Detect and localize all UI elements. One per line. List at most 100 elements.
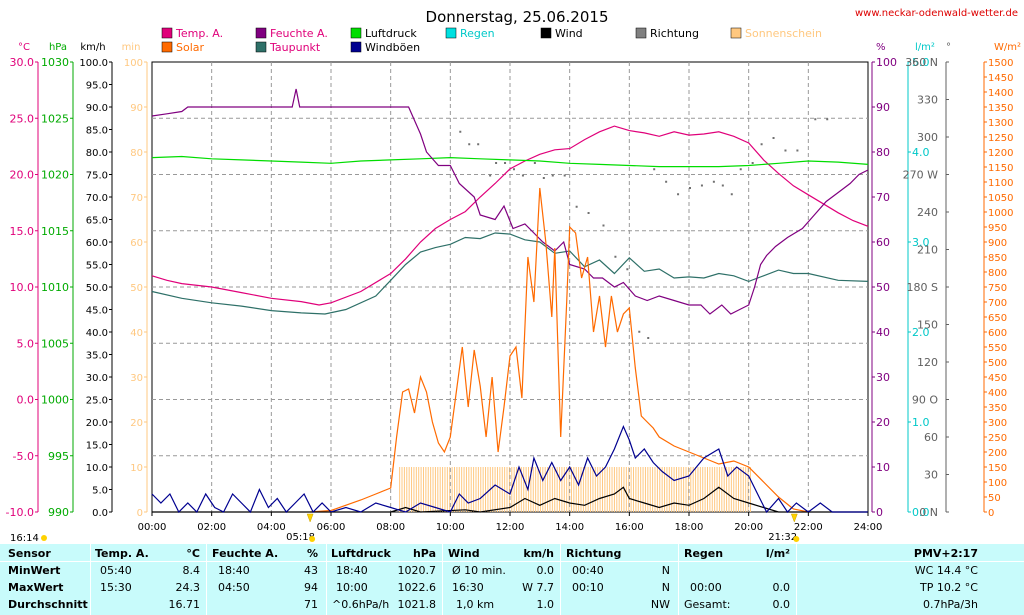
series-line-hum <box>151 88 869 315</box>
wind-direction-dot <box>533 162 536 164</box>
max-wind-time: 16:30 <box>452 581 484 594</box>
wind-direction-dot <box>796 149 799 152</box>
axis-unit-hum: % <box>876 42 886 53</box>
axis-tick-label-press: 1020 <box>41 169 69 182</box>
axis-tick-label-wind: 100.0 <box>79 58 108 69</box>
axis-tick-label-hum: 80 <box>876 146 890 159</box>
max-temp-time: 15:30 <box>100 581 132 594</box>
axis-tick-label-wind: 50.0 <box>86 283 108 294</box>
series-line-dew <box>151 232 869 315</box>
sunset-time: 21:32 <box>768 532 797 543</box>
min-wind: 0.0 <box>536 564 555 577</box>
header-wind: Wind <box>448 547 480 560</box>
wind-direction-dot <box>542 177 545 179</box>
wind-direction-dot <box>677 193 680 196</box>
axis-tick-label-press: 1005 <box>41 337 69 350</box>
axis-tick-label-dir: 180 S <box>907 281 938 294</box>
axis-tick-label-solar: 1350 <box>988 103 1013 114</box>
axis-tick-label-press: 990 <box>48 506 69 519</box>
avg-wind-distance: 1,0 km <box>456 598 495 611</box>
axis-tick-label-wind: 90.0 <box>86 103 108 114</box>
axis-tick-label-wind: 25.0 <box>86 396 108 407</box>
header-rain-unit: l/m² <box>765 547 790 560</box>
min-hum: 43 <box>304 564 318 577</box>
axis-tick-label-solar: 150 <box>988 463 1007 474</box>
axis-tick-label-dir: 90 O <box>912 394 938 407</box>
x-axis-tick-label: 06:00 <box>317 522 346 533</box>
series-line-solar <box>310 187 809 513</box>
row-min-label: MinWert <box>8 564 61 577</box>
axis-tick-label-solar: 250 <box>988 433 1007 444</box>
header-hum: Feuchte A. <box>212 547 279 560</box>
legend-label-temp: Temp. A. <box>175 27 223 40</box>
axis-tick-label-press: 1025 <box>41 112 69 125</box>
axis-tick-label-dir: 210 <box>917 244 938 257</box>
axis-tick-label-wind: 30.0 <box>86 373 108 384</box>
axis-tick-label-wind: 20.0 <box>86 418 108 429</box>
axis-tick-label-temp: 25.0 <box>10 112 35 125</box>
min-dir-time: 00:40 <box>572 564 604 577</box>
max-hum-time: 04:50 <box>218 581 250 594</box>
sunrise-icon <box>306 513 314 523</box>
time-marker-left: 16:14 <box>10 533 39 544</box>
avg-temp: 16.71 <box>168 598 201 611</box>
axis-tick-label-solar: 100 <box>988 478 1007 489</box>
axis-tick-label-dir: 330 <box>917 94 938 107</box>
table-divider <box>560 544 561 615</box>
axis-tick-label-press: 1015 <box>41 225 69 238</box>
axis-tick-label-solar: 350 <box>988 403 1007 414</box>
min-press-time: 18:40 <box>336 564 368 577</box>
wind-direction-dot <box>468 143 471 146</box>
time-marker-sun-icon <box>41 535 47 541</box>
axis-tick-label-solar: 1200 <box>988 148 1013 159</box>
max-pmv: TP 10.2 °C <box>919 581 978 594</box>
legend-swatch-wind <box>540 27 552 39</box>
axis-tick-label-wind: 10.0 <box>86 463 108 474</box>
axis-tick-label-sun: 60 <box>130 238 143 249</box>
axis-tick-label-sun: 100 <box>124 58 143 69</box>
axis-tick-label-solar: 1300 <box>988 118 1013 129</box>
axis-tick-label-sun: 20 <box>130 418 143 429</box>
table-divider <box>326 544 327 615</box>
series-line-gust <box>151 424 868 514</box>
wind-direction-dot <box>665 180 668 183</box>
legend-label-hum: Feuchte A. <box>270 27 328 40</box>
legend-swatch-rain <box>445 27 457 39</box>
wind-direction-dot <box>489 174 492 177</box>
axis-tick-label-hum: 40 <box>876 326 890 339</box>
avg-press: 1021.8 <box>397 598 437 611</box>
min-press: 1020.7 <box>397 564 437 577</box>
axis-unit-temp: °C <box>18 42 30 53</box>
max-press: 1022.6 <box>397 581 437 594</box>
axis-tick-label-solar: 800 <box>988 268 1007 279</box>
axis-unit-wind: km/h <box>80 42 105 53</box>
axis-tick-label-temp: 20.0 <box>10 169 35 182</box>
wind-direction-dot <box>512 168 515 171</box>
axis-tick-label-solar: 1250 <box>988 133 1013 144</box>
max-wind: W 7.7 <box>522 581 554 594</box>
axis-tick-label-temp: 10.0 <box>10 281 35 294</box>
axis-tick-label-hum: 30 <box>876 371 890 384</box>
wind-direction-dot <box>700 184 703 187</box>
wind-direction-dot <box>495 162 498 164</box>
weather-chart: Donnerstag, 25.06.2015 www.neckar-odenwal… <box>6 8 1021 544</box>
axis-tick-label-solar: 200 <box>988 448 1007 459</box>
axis-tick-label-hum: 100 <box>876 56 897 69</box>
wind-direction-dot <box>760 143 763 146</box>
axis-tick-label-wind: 85.0 <box>86 126 108 137</box>
max-dir-time: 00:10 <box>572 581 604 594</box>
wind-direction-dot <box>587 212 590 214</box>
legend-label-sun: Sonnenschein <box>745 27 822 40</box>
table-divider <box>90 544 91 615</box>
avg-wind: 1.0 <box>536 598 555 611</box>
series-line-wind <box>152 486 868 513</box>
wind-direction-dot <box>551 174 554 177</box>
header-wind-unit: km/h <box>523 547 554 560</box>
website-url: www.neckar-odenwald-wetter.de <box>855 8 1018 19</box>
wind-direction-dot <box>653 168 656 171</box>
axis-tick-label-rain: 1.0 <box>912 416 930 429</box>
header-dir: Richtung <box>566 547 622 560</box>
avg-press-trend: ^0.6hPa/h <box>332 598 390 611</box>
series-line-press <box>151 155 869 168</box>
legend-swatch-press <box>350 27 362 39</box>
